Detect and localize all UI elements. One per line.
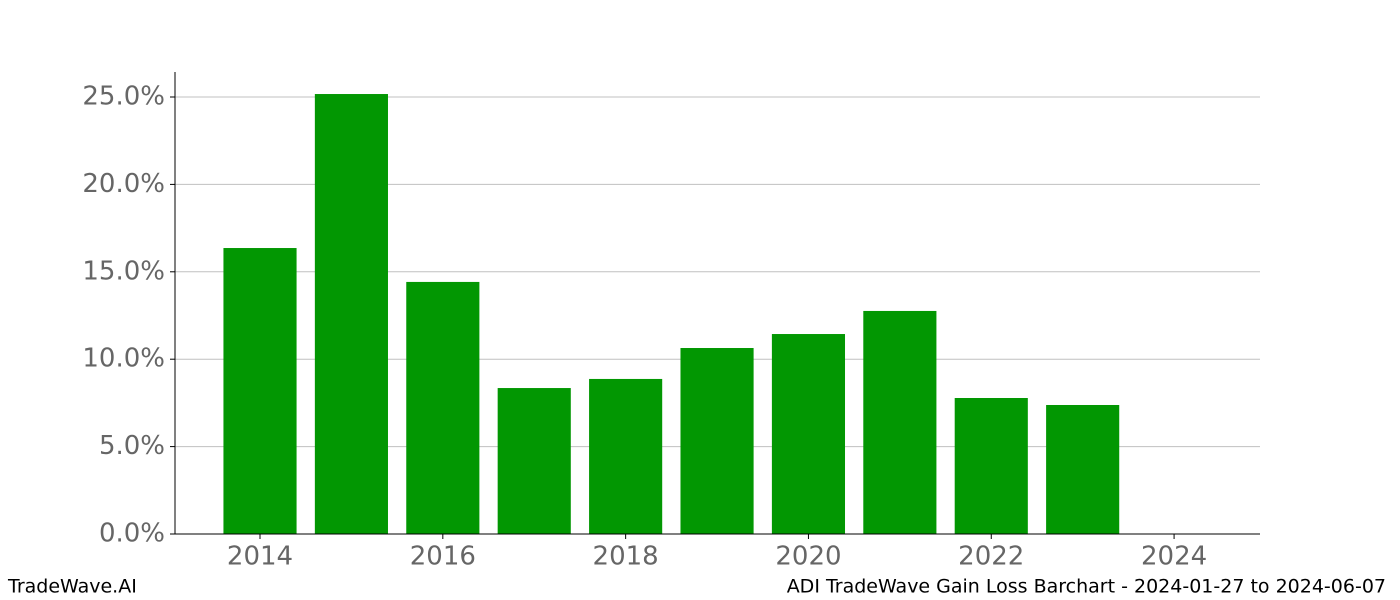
bar xyxy=(863,310,937,534)
x-tick-label: 2018 xyxy=(593,542,659,572)
bar xyxy=(1046,404,1120,534)
y-tick-label: 5.0% xyxy=(99,431,165,461)
bar xyxy=(680,348,754,534)
bar xyxy=(406,281,480,534)
bar xyxy=(314,94,388,535)
y-tick-label: 20.0% xyxy=(82,169,165,199)
y-tick-label: 25.0% xyxy=(82,81,165,111)
x-tick-label: 2020 xyxy=(775,542,841,572)
bar xyxy=(497,388,571,534)
y-tick-label: 10.0% xyxy=(82,344,165,374)
bar xyxy=(223,248,297,535)
bar xyxy=(771,334,846,534)
watermark: TradeWave.AI xyxy=(7,576,137,598)
bar xyxy=(954,398,1028,534)
bar xyxy=(589,378,663,534)
x-tick-label: 2022 xyxy=(958,542,1024,572)
x-tick-label: 2016 xyxy=(410,542,476,572)
x-tick-label: 2024 xyxy=(1141,542,1207,572)
x-tick-label: 2014 xyxy=(227,542,293,572)
y-tick-label: 15.0% xyxy=(82,256,165,286)
y-tick-label: 0.0% xyxy=(99,519,165,549)
chart-title: ADI TradeWave Gain Loss Barchart - 2024-… xyxy=(787,576,1386,598)
